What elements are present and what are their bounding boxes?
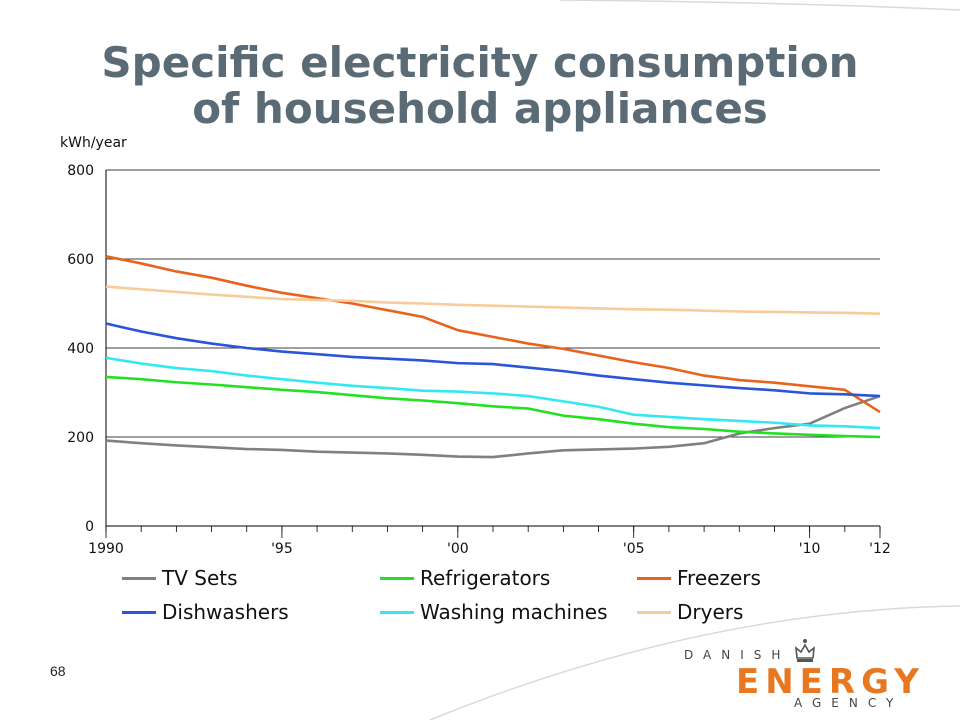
- logo-text-energy: ENERGY: [736, 662, 925, 702]
- crown-icon: [795, 639, 815, 662]
- y-tick-label: 200: [67, 430, 94, 446]
- logo-text-danish: DANISH: [684, 648, 791, 662]
- x-tick-label: '95: [271, 541, 293, 557]
- series-line-washing-machines: [105, 356, 881, 430]
- logo-text-agency: AGENCY: [794, 696, 904, 710]
- y-tick-label: 0: [85, 519, 94, 535]
- series-line-dryers: [105, 285, 881, 316]
- legend-item: Freezers: [637, 565, 761, 591]
- legend-item: Washing machines: [380, 599, 608, 625]
- legend-swatch: [637, 576, 671, 580]
- page-title: Specific electricity consumption of hous…: [0, 40, 960, 132]
- x-tick-label: 1990: [88, 541, 124, 557]
- legend-label: TV Sets: [162, 566, 238, 590]
- x-tick-label: '10: [799, 541, 821, 557]
- series-line-refrigerators: [105, 375, 881, 439]
- legend-swatch: [122, 576, 156, 580]
- legend-swatch: [380, 610, 414, 614]
- legend-label: Dishwashers: [162, 600, 289, 624]
- legend-label: Freezers: [677, 566, 761, 590]
- legend-label: Refrigerators: [420, 566, 551, 590]
- y-axis-label: kWh/year: [60, 135, 127, 151]
- legend-item: Refrigerators: [380, 565, 550, 591]
- legend-item: Dishwashers: [122, 599, 289, 625]
- legend-swatch: [380, 576, 414, 580]
- legend-swatch: [122, 610, 156, 614]
- chart-legend: TV Sets Refrigerators Freezers Dishwashers W…: [122, 565, 882, 635]
- x-tick-label: '12: [869, 541, 891, 557]
- legend-item: TV Sets: [122, 565, 238, 591]
- y-tick-label: 800: [67, 163, 94, 179]
- decorative-curve-top: [559, 0, 960, 11]
- legend-item: Dryers: [637, 599, 743, 625]
- page-number: 68: [50, 663, 66, 679]
- y-tick-label: 600: [67, 252, 94, 268]
- danish-energy-agency-logo: DANISH ENERGY AGENCY: [684, 638, 934, 713]
- title-line-2: of household appliances: [192, 84, 768, 133]
- decorative-curve-bottom: [429, 605, 960, 720]
- title-line-1: Specific electricity consumption: [101, 38, 859, 87]
- x-tick-label: '00: [447, 541, 469, 557]
- x-tick-label: '05: [623, 541, 645, 557]
- y-tick-label: 400: [67, 341, 94, 357]
- legend-label: Dryers: [677, 600, 744, 624]
- series-line-dishwashers: [105, 322, 881, 398]
- series-line-freezers: [105, 255, 881, 414]
- legend-swatch: [637, 610, 671, 614]
- legend-label: Washing machines: [420, 600, 608, 624]
